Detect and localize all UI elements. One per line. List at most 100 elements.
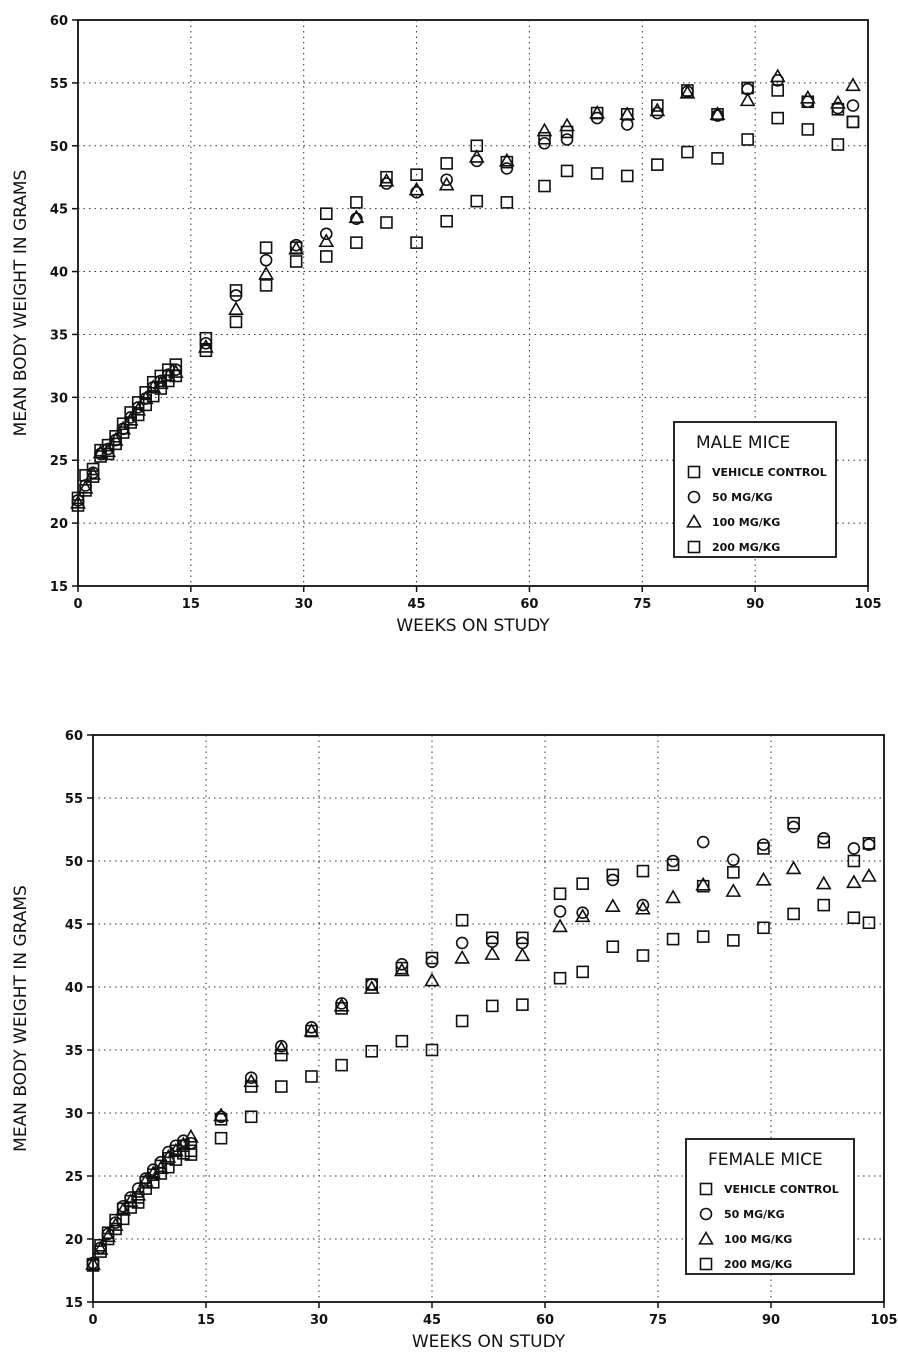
data-point-square: [395, 1034, 409, 1048]
legend-title: FEMALE MICE: [708, 1150, 823, 1170]
data-point-square: [146, 389, 160, 403]
data-point-triangle: [424, 972, 440, 987]
data-point-triangle: [122, 411, 139, 426]
data-point-triangle: [769, 68, 786, 83]
x-tick-label: 60: [536, 1313, 554, 1328]
data-point-square: [696, 930, 710, 943]
series-3: [86, 898, 876, 1272]
data-point-triangle: [861, 868, 877, 882]
data-point-square: [425, 951, 439, 965]
legend-entry-label: 200 MG/KG: [724, 1258, 792, 1271]
data-point-circle: [787, 820, 800, 834]
data-point-square: [425, 1043, 439, 1057]
data-point-square: [455, 1014, 469, 1028]
data-point-square: [244, 1110, 258, 1124]
data-point-square: [787, 907, 800, 921]
data-point-square: [184, 1148, 198, 1161]
data-point-circle: [606, 873, 620, 887]
data-point-triangle: [137, 1172, 154, 1187]
data-point-triangle: [303, 1022, 320, 1037]
data-point-triangle: [755, 871, 772, 886]
data-point-square: [817, 898, 831, 912]
data-point-circle: [538, 136, 551, 150]
data-point-square: [199, 344, 213, 358]
data-point-square: [440, 157, 453, 170]
data-point-triangle: [514, 947, 531, 962]
data-point-circle: [666, 854, 680, 868]
data-point-triangle: [604, 898, 621, 913]
y-tick-label: 30: [65, 1107, 83, 1122]
data-point-square: [305, 1070, 318, 1083]
x-tick-label: 0: [73, 597, 82, 612]
data-point-square: [727, 866, 740, 879]
data-point-circle: [485, 935, 499, 948]
data-point-square: [847, 854, 861, 868]
data-point-triangle: [830, 94, 846, 109]
x-tick-label: 105: [854, 597, 881, 612]
x-tick-label: 45: [423, 1313, 441, 1328]
legend-entry-label: 100 MG/KG: [724, 1233, 792, 1246]
data-point-triangle: [167, 364, 184, 378]
legend-marker-square: [687, 540, 701, 554]
legend-entry-label: 50 MG/KG: [712, 491, 773, 504]
data-point-square: [636, 949, 650, 962]
data-point-triangle: [145, 379, 162, 393]
legend-marker-circle: [687, 490, 701, 504]
data-point-triangle: [695, 876, 712, 891]
series-2: [70, 68, 861, 509]
data-point-square: [801, 123, 815, 136]
data-point-square: [500, 196, 514, 209]
data-point-square: [771, 111, 785, 125]
data-point-circle: [636, 898, 650, 912]
data-point-triangle: [468, 148, 485, 163]
series-3: [71, 111, 860, 512]
y-tick-label: 45: [50, 203, 68, 218]
data-point-square: [606, 868, 620, 882]
data-point-square: [199, 331, 213, 345]
data-point-square: [86, 462, 100, 476]
data-point-square: [787, 816, 800, 830]
data-point-circle: [440, 173, 453, 187]
legend-marker-circle: [699, 1207, 713, 1221]
data-point-square: [636, 864, 650, 878]
data-point-circle: [711, 109, 724, 122]
data-point-circle: [319, 227, 333, 241]
y-tick-label: 50: [50, 140, 68, 155]
data-point-triangle: [454, 949, 471, 964]
x-tick-label: 75: [633, 597, 651, 612]
y-tick-label: 50: [65, 855, 83, 870]
data-point-circle: [395, 958, 409, 971]
legend-entry-label: 100 MG/KG: [712, 516, 780, 529]
data-point-triangle: [175, 1136, 192, 1151]
data-point-circle: [244, 1071, 258, 1085]
data-point-square: [71, 499, 85, 512]
data-point-triangle: [498, 152, 515, 167]
data-point-square: [109, 437, 122, 451]
data-point-triangle: [438, 176, 455, 191]
data-point-square: [500, 155, 514, 169]
data-point-triangle: [318, 233, 335, 248]
data-point-square: [109, 1222, 122, 1236]
data-point-square: [319, 250, 333, 263]
legend: MALE MICE VEHICLE CONTROL 50 MG/KG 100 MG/K…: [673, 421, 837, 558]
data-point-circle: [229, 289, 243, 302]
female-mice-chart: 0 15 30 45 60 75 90 105 15 20 25 30 35 40 45 50 55 60 WEEK…: [0, 705, 898, 1356]
data-point-square: [275, 1080, 288, 1093]
gridlines: [93, 735, 884, 1302]
data-point-triangle: [288, 240, 305, 255]
data-point-circle: [199, 336, 213, 350]
data-point-square: [139, 398, 153, 412]
x-tick-label: 90: [746, 597, 764, 612]
data-point-square: [666, 932, 680, 946]
data-point-square: [817, 835, 831, 849]
gridlines: [78, 20, 868, 586]
data-point-triangle: [115, 1201, 132, 1216]
data-point-square: [380, 216, 393, 229]
data-point-square: [177, 1147, 190, 1160]
data-point-square: [606, 940, 620, 953]
data-point-square: [79, 484, 92, 497]
data-point-square: [86, 1259, 100, 1272]
legend-marker-square: [699, 1257, 713, 1271]
data-point-square: [259, 241, 273, 254]
data-point-square: [365, 1044, 379, 1058]
